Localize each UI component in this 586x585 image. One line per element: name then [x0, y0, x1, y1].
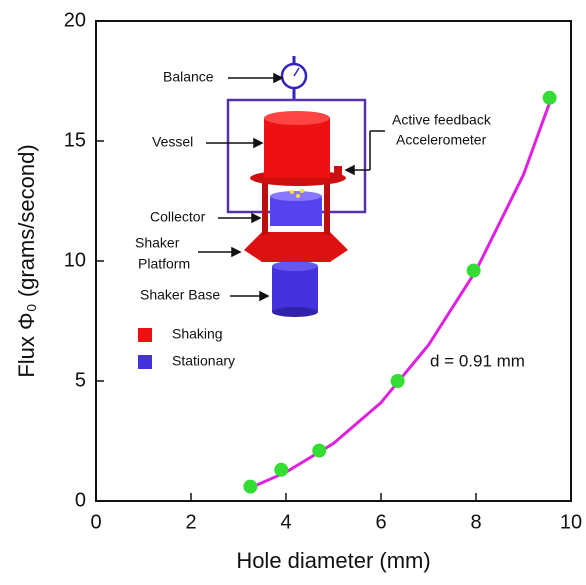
- shaker-base-bottom: [272, 307, 318, 317]
- diagram-label: Balance: [163, 69, 214, 85]
- x-axis-label: Hole diameter (mm): [236, 548, 430, 573]
- x-tick-label: 4: [280, 511, 291, 533]
- x-tick-label: 10: [560, 511, 582, 533]
- y-tick-label: 0: [75, 489, 86, 511]
- grain: [300, 189, 304, 193]
- legend-label: Stationary: [172, 353, 235, 369]
- diagram-label: Vessel: [152, 134, 193, 150]
- grain: [290, 190, 294, 194]
- y-axis-label: Flux Φ₀ (grams/second): [14, 144, 39, 377]
- shaker-base-top: [272, 261, 318, 271]
- y-tick-label: 15: [64, 129, 86, 151]
- point: [542, 90, 557, 105]
- x-tick-label: 0: [90, 511, 101, 533]
- diagram-label: Collector: [150, 209, 206, 225]
- rod: [262, 180, 268, 235]
- point: [243, 479, 258, 494]
- vessel-top: [264, 111, 330, 125]
- annotation: d = 0.91 mm: [430, 351, 525, 370]
- x-tick-label: 6: [375, 511, 386, 533]
- fit-curve: [249, 102, 552, 490]
- accelerometer: [334, 166, 342, 176]
- legend-swatch: [138, 355, 152, 369]
- rod: [324, 180, 330, 235]
- x-tick-label: 8: [470, 511, 481, 533]
- diagram-label: Shaker Base: [140, 287, 220, 303]
- x-tick-label: 2: [185, 511, 196, 533]
- y-tick-label: 5: [75, 369, 86, 391]
- diagram-label: Shaker: [135, 235, 180, 251]
- point: [466, 263, 481, 278]
- shaker-base: [272, 266, 318, 312]
- legend-swatch: [138, 328, 152, 342]
- arrows: [198, 72, 385, 302]
- gauge-needle: [293, 67, 300, 77]
- diagram-label: Active feedback: [392, 112, 492, 128]
- diagram-label: Platform: [138, 256, 190, 272]
- inset-diagram: Balance Vessel Active feedback Accelerom…: [135, 56, 492, 317]
- shaker-platform: [244, 232, 348, 262]
- point: [390, 374, 405, 388]
- diagram-label: Accelerometer: [396, 132, 487, 148]
- point: [274, 462, 289, 477]
- grain: [296, 194, 300, 198]
- y-tick-label: 10: [64, 249, 86, 271]
- vessel: [264, 118, 330, 178]
- legend-label: Shaking: [172, 326, 223, 342]
- y-tick-label: 20: [64, 9, 86, 31]
- point: [312, 443, 327, 458]
